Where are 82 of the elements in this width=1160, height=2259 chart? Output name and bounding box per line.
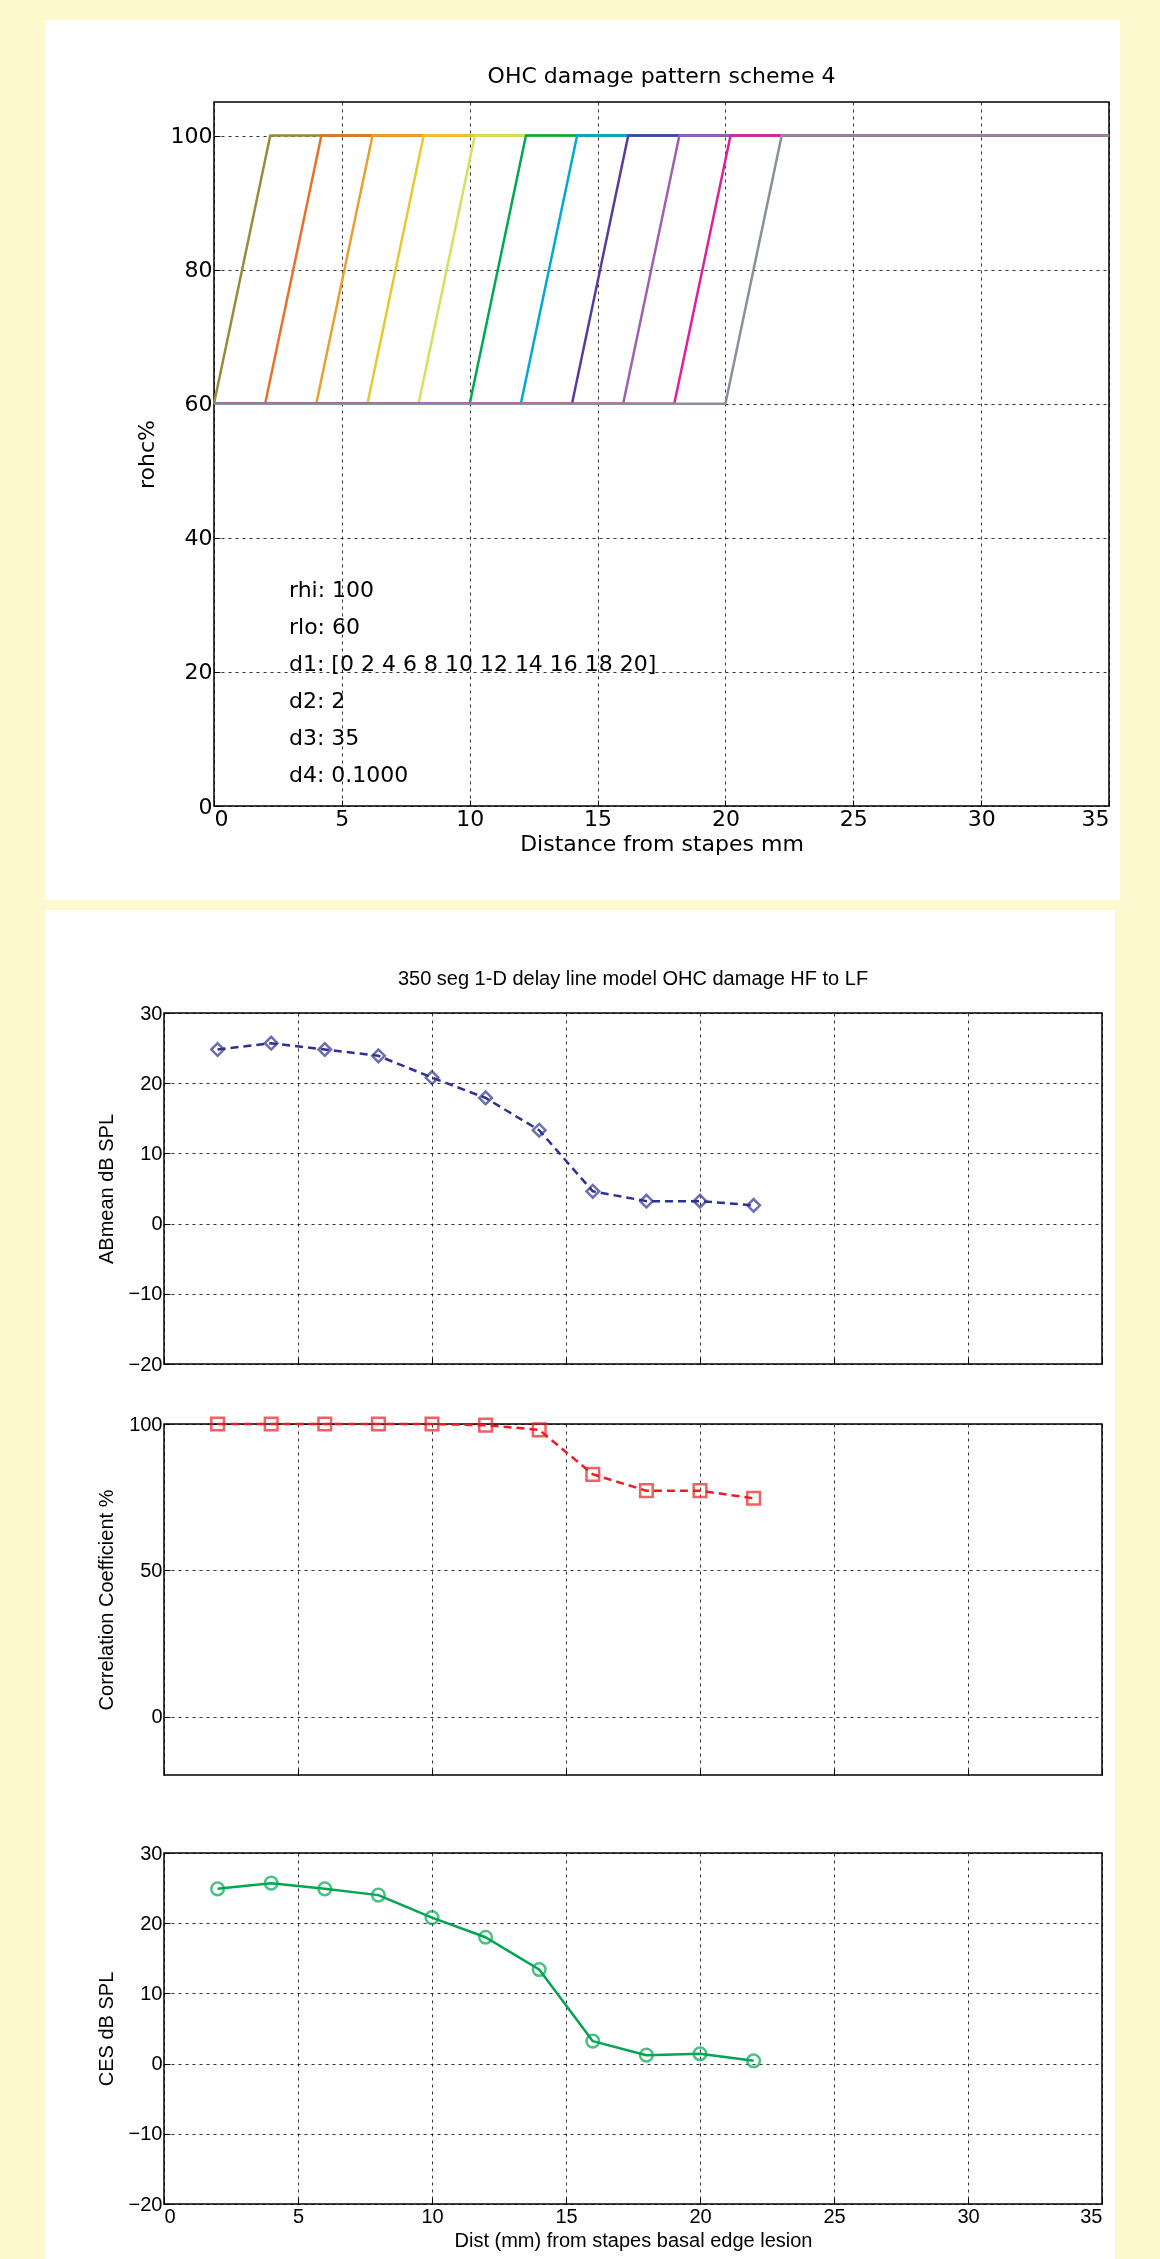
- x-tick-label: 15: [584, 805, 613, 831]
- point: [424, 1416, 440, 1432]
- point: [531, 1422, 547, 1438]
- point: [210, 1041, 226, 1058]
- point: [746, 1197, 762, 1213]
- annotation: rlo: 60: [289, 614, 361, 639]
- x-tick-label: 30: [967, 805, 996, 831]
- y-tick-label: 20: [184, 659, 213, 685]
- point: [263, 1416, 279, 1432]
- y-tick-label: 30: [140, 1001, 163, 1024]
- point: [210, 1416, 226, 1432]
- point: [210, 1881, 226, 1897]
- point: [370, 1887, 386, 1903]
- point: [692, 1193, 708, 1209]
- y-tick-label: −10: [128, 1282, 163, 1305]
- point: [478, 1090, 494, 1106]
- y-tick-label: 20: [140, 1911, 163, 1934]
- y-axis-title: Correlation Coefficient %: [95, 1489, 118, 1711]
- y-tick-label: 60: [184, 391, 213, 417]
- point: [370, 1048, 386, 1064]
- x-tick-label: 0: [214, 805, 229, 831]
- y-tick-label: 100: [170, 123, 213, 149]
- point: [531, 1122, 547, 1138]
- x-tick-label: 35: [1081, 805, 1110, 831]
- point: [638, 1483, 654, 1499]
- y-tick-label: 0: [151, 1705, 163, 1727]
- point: [424, 1070, 440, 1086]
- y-tick-label: −10: [128, 2122, 163, 2145]
- point: [638, 1193, 654, 1209]
- point: [692, 2046, 708, 2062]
- point: [746, 2053, 762, 2069]
- point: [370, 1416, 386, 1432]
- x-tick-label: 5: [292, 2204, 305, 2227]
- y-tick-label: −20: [128, 1352, 163, 1375]
- point: [263, 1875, 279, 1891]
- y-tick-label: 50: [140, 1558, 163, 1581]
- x-tick-label: 20: [689, 2204, 712, 2227]
- point: [585, 1183, 601, 1199]
- x-tick-label: 20: [711, 805, 740, 831]
- x-tick-label: 10: [456, 805, 485, 831]
- y-tick-label: 0: [151, 2052, 163, 2075]
- annotation: d1: [0 2 4 6 8 10 12 14 16 18 20]: [289, 651, 657, 676]
- point: [692, 1483, 708, 1499]
- point: [478, 1417, 494, 1433]
- point: [317, 1416, 333, 1432]
- point: [746, 1490, 762, 1506]
- y-tick-label: 100: [129, 1412, 163, 1435]
- x-tick-label: 25: [823, 2204, 846, 2227]
- annotation: d2: 2: [289, 688, 346, 713]
- x-tick-label: 30: [957, 2204, 980, 2227]
- y-axis-title: CES dB SPL: [94, 1971, 117, 2087]
- annotation: d3: 35: [289, 725, 360, 750]
- y-tick-label: 0: [151, 1212, 163, 1235]
- point: [317, 1041, 333, 1058]
- x-tick-label: 5: [335, 805, 350, 831]
- y-tick-label: 20: [140, 1071, 163, 1094]
- chart-title: 350 seg 1-D delay line model OHC damage HF to LF: [397, 967, 869, 989]
- y-tick-label: −20: [128, 2192, 163, 2215]
- y-tick-label: 40: [184, 525, 213, 551]
- point: [317, 1881, 333, 1897]
- point: [531, 1961, 547, 1978]
- y-tick-label: 30: [140, 1841, 163, 1864]
- annotation: rhi: 100: [289, 577, 375, 602]
- point: [263, 1035, 279, 1051]
- x-axis-title: Distance from stapes mm: [520, 830, 804, 856]
- point: [424, 1910, 440, 1926]
- y-axis-title: ABmean dB SPL: [94, 1113, 117, 1265]
- point: [585, 2033, 601, 2049]
- point: [478, 1929, 494, 1945]
- annotation: d4: 0.1000: [289, 762, 409, 787]
- x-axis-title: Dist (mm) from stapes basal edge lesion: [454, 2228, 813, 2251]
- y-tick-label: 10: [140, 1141, 163, 1164]
- chart-title: OHC damage pattern scheme 4: [487, 63, 836, 88]
- point: [585, 1466, 601, 1482]
- x-tick-label: 10: [421, 2204, 444, 2227]
- x-tick-label: 25: [839, 805, 868, 831]
- x-tick-label: 15: [555, 2204, 578, 2227]
- y-axis-title: rohc%: [133, 420, 159, 489]
- x-tick-label: 35: [1080, 2204, 1103, 2227]
- y-tick-label: 10: [140, 1981, 163, 2004]
- y-tick-label: 80: [184, 257, 213, 283]
- point: [638, 2047, 654, 2063]
